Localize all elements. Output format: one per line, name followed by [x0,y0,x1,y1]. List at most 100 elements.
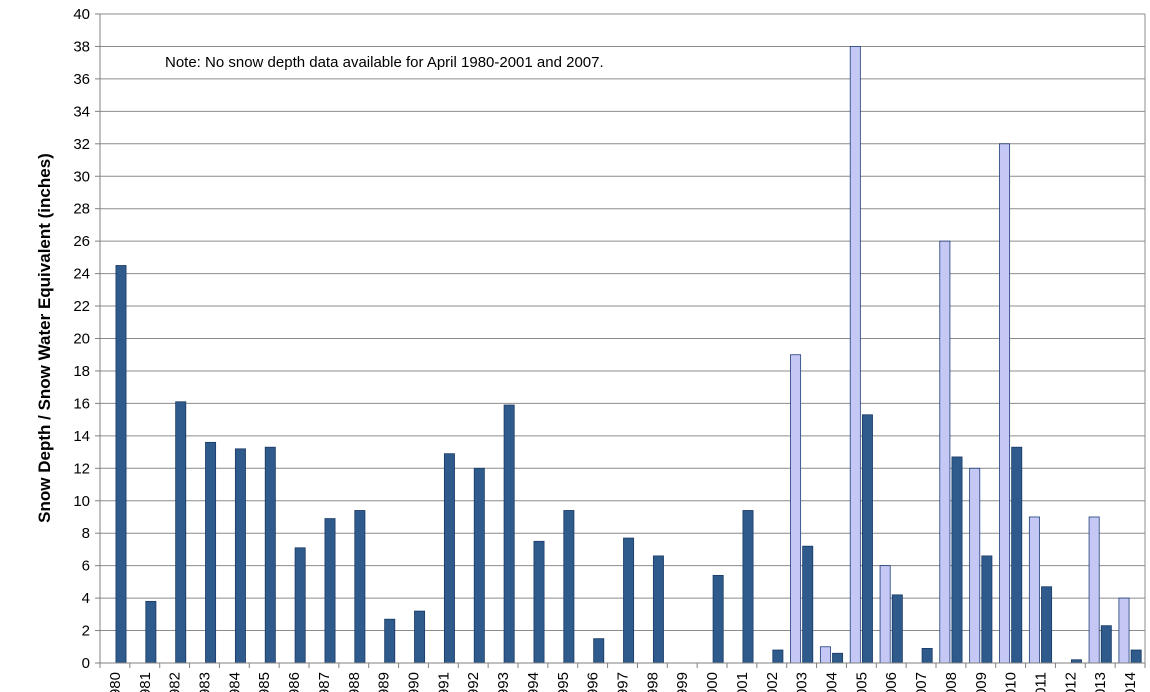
x-tick-label: 1989 [376,672,393,692]
x-tick-label: 1980 [107,672,124,692]
x-tick-label: 2008 [943,672,960,692]
y-tick-label: 16 [73,395,90,412]
x-tick-label: 2006 [883,672,900,692]
bar-snow-water-equivalent [772,649,784,664]
bar-snow-depth [969,467,981,664]
x-tick-label: 1995 [555,672,572,692]
y-tick-label: 14 [73,428,90,445]
bar-snow-water-equivalent [981,555,993,664]
bar-snow-water-equivalent [175,401,187,664]
y-tick-label: 24 [73,266,90,283]
bar-snow-water-equivalent [145,600,157,664]
bar-snow-water-equivalent [891,594,903,664]
y-axis-label: Snow Depth / Snow Water Equivalent (inch… [35,153,54,523]
bar-snow-water-equivalent [832,652,844,664]
x-tick-labels: 1980 1981 1982 1983 1984 1985 1986 1987 1988 1989… [107,672,1139,692]
x-tick-label: 1981 [137,672,154,692]
bar-snow-water-equivalent [1100,625,1112,664]
bar-snow-water-equivalent [414,610,426,664]
x-tick-label: 2004 [824,672,841,692]
bar-snow-water-equivalent [533,540,545,664]
bar-snow-water-equivalent [712,574,724,664]
x-tick-label: 2001 [734,672,751,692]
y-tick-label: 2 [82,623,90,640]
bar-snow-water-equivalent [1041,586,1053,664]
x-tick-label: 1991 [435,672,452,692]
y-tick-label: 18 [73,363,90,380]
x-tick-label: 1984 [226,672,243,692]
y-tick-label: 20 [73,331,90,348]
bar-snow-water-equivalent [234,448,246,664]
bar-snow-water-equivalent [354,510,366,664]
bar-snow-water-equivalent [1130,649,1142,664]
bar-snow-depth [939,240,951,664]
bar-snow-water-equivalent [652,555,664,664]
bar-snow-water-equivalent [264,446,276,664]
gridlines [100,13,1145,632]
bar-snow-water-equivalent [294,547,306,664]
bar-snow-water-equivalent [593,638,605,664]
x-tick-label: 1993 [495,672,512,692]
x-tick-label: 2010 [1003,672,1020,692]
bar-snow-depth [999,143,1011,664]
bar-snow-depth [819,646,831,664]
y-tick-label: 4 [82,590,90,607]
y-tick-label: 22 [73,298,90,315]
bar-snow-water-equivalent [324,518,336,664]
x-tick-label: 2014 [1122,672,1139,692]
y-tick-label: 28 [73,201,90,218]
bar-snow-water-equivalent [384,618,396,664]
bar-snow-water-equivalent [623,537,635,664]
y-tick-label: 34 [73,103,90,120]
y-tick-label: 40 [73,6,90,23]
y-tick-label: 26 [73,233,90,250]
x-tick-label: 1994 [525,672,542,692]
bar-snow-water-equivalent [205,441,217,664]
x-tick-label: 1985 [256,672,273,692]
x-tick-label: 2002 [764,672,781,692]
bar-snow-water-equivalent [115,265,127,664]
bar-snow-depth [1088,516,1100,664]
x-tick-label: 2011 [1033,672,1050,692]
x-tick-label: 2013 [1092,672,1109,692]
bar-snow-depth [790,354,802,664]
bar-snow-depth [1028,516,1040,664]
y-tick-label: 12 [73,460,90,477]
x-tick-label: 1983 [197,672,214,692]
bar-snow-water-equivalent [473,467,485,664]
x-tick-label: 1996 [585,672,602,692]
y-tick-label: 8 [82,525,90,542]
y-tick-label: 32 [73,136,90,153]
bar-snow-water-equivalent [1011,446,1023,664]
y-tick-label: 30 [73,168,90,185]
x-tick-label: 1999 [674,672,691,692]
x-tick-label: 1997 [615,672,632,692]
x-tick-label: 2007 [913,672,930,692]
bar-snow-water-equivalent [921,647,933,664]
x-tick-label: 1990 [406,672,423,692]
y-tick-label: 6 [82,558,90,575]
x-tick-label: 1988 [346,672,363,692]
bar-snow-depth [879,565,891,664]
bar-snow-water-equivalent [503,404,515,664]
bar-snow-water-equivalent [861,414,873,664]
bar-snow-water-equivalent [563,510,575,664]
y-tick-label: 10 [73,493,90,510]
x-tick-label: 1987 [316,672,333,692]
bar-snow-water-equivalent [951,456,963,664]
x-tick-label: 1982 [167,672,184,692]
chart-annotation: Note: No snow depth data available for A… [165,54,604,71]
x-tick-label: 2005 [853,672,870,692]
bar-snow-water-equivalent [802,545,814,664]
y-tick-label: 0 [82,655,90,672]
x-tick-label: 1998 [644,672,661,692]
bar-snow-depth [1118,597,1130,664]
bars [115,46,1142,664]
y-tick-label: 36 [73,71,90,88]
bar-snow-depth [849,46,861,664]
bar-snow-water-equivalent [443,453,455,664]
x-tick-label: 1992 [465,672,482,692]
x-tick-label: 2003 [794,672,811,692]
